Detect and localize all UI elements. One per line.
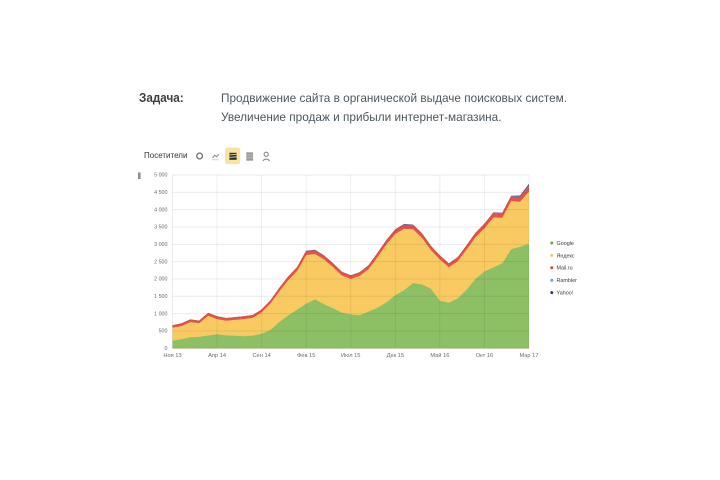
svg-text:500: 500 — [159, 329, 168, 335]
svg-text:Mail.ru: Mail.ru — [557, 266, 573, 272]
svg-text:3 500: 3 500 — [154, 225, 167, 231]
svg-text:2 500: 2 500 — [154, 259, 167, 265]
svg-text:1 500: 1 500 — [154, 294, 167, 300]
svg-text:Апр 14: Апр 14 — [208, 353, 226, 359]
svg-text:4 500: 4 500 — [154, 190, 167, 196]
svg-text:Мар 17: Мар 17 — [519, 353, 538, 359]
svg-text:4 000: 4 000 — [154, 207, 167, 213]
svg-text:1 000: 1 000 — [154, 311, 167, 317]
svg-text:Yahoo!: Yahoo! — [557, 291, 574, 297]
svg-text:2 000: 2 000 — [154, 277, 167, 283]
svg-text:5 000: 5 000 — [154, 173, 167, 179]
svg-text:Rambler: Rambler — [557, 278, 578, 284]
svg-text:Сен 14: Сен 14 — [252, 353, 270, 359]
svg-text:Фев 15: Фев 15 — [297, 353, 315, 359]
svg-text:Яндекс: Яндекс — [557, 253, 575, 259]
svg-text:Май 16: Май 16 — [430, 352, 449, 359]
svg-text:Окт 16: Окт 16 — [476, 353, 494, 359]
svg-text:Google: Google — [557, 241, 574, 247]
svg-text:3 000: 3 000 — [154, 242, 167, 248]
svg-text:0: 0 — [165, 346, 168, 352]
svg-text:Июл 15: Июл 15 — [341, 353, 360, 359]
svg-text:Дек 15: Дек 15 — [387, 353, 404, 359]
svg-text:Ноя 13: Ноя 13 — [163, 353, 181, 359]
